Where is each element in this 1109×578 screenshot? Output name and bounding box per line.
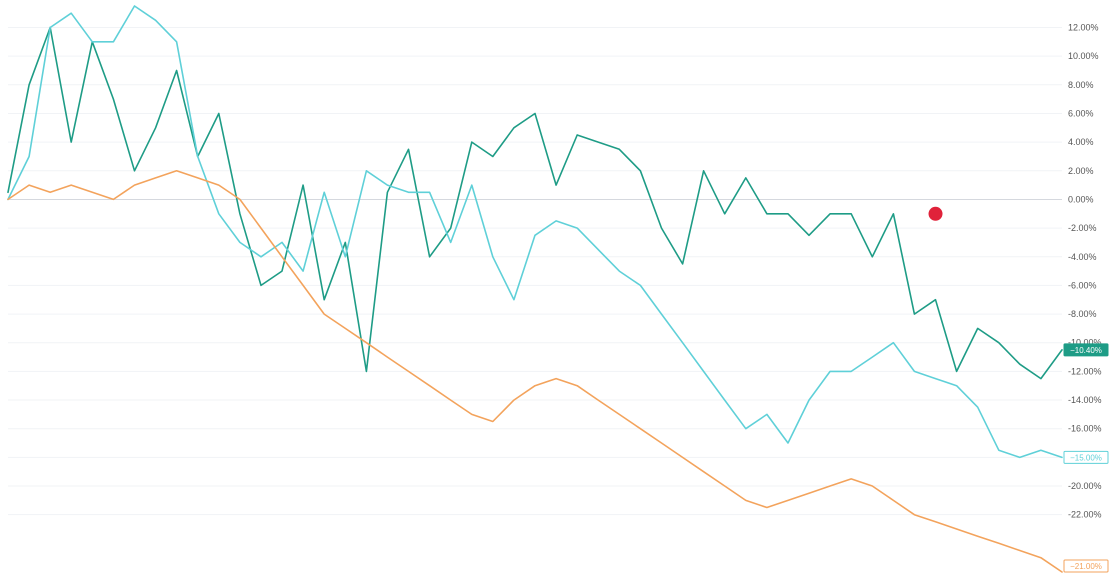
series-tag-3: −21.00% [1063, 559, 1109, 573]
y-tick-label: 8.00% [1068, 80, 1094, 90]
series-line-2 [7, 5, 1063, 459]
y-tick-label: -2.00% [1068, 223, 1097, 233]
y-tick-label: -22.00% [1068, 510, 1102, 520]
series-tag-box [1063, 559, 1109, 573]
y-tick-label: -8.00% [1068, 309, 1097, 319]
y-tick-label: -14.00% [1068, 395, 1102, 405]
series-tag-box [1063, 343, 1109, 357]
marker-layer [928, 206, 943, 221]
series-tag-value: −21.00% [1070, 562, 1102, 571]
series-tag-box [1063, 450, 1109, 464]
series-tag-2: −15.00% [1063, 450, 1109, 464]
y-tick-label: 4.00% [1068, 137, 1094, 147]
series-tag-1: −10.40% [1063, 343, 1109, 357]
y-tick-label: -4.00% [1068, 252, 1097, 262]
y-tick-label: -20.00% [1068, 481, 1102, 491]
y-tick-label: 0.00% [1068, 194, 1094, 204]
grid-layer [8, 26, 1062, 516]
y-axis: 12.00% 10.00% 8.00% 6.00% 4.00% 2.00% 0.00% -2.… [1068, 22, 1102, 519]
series-layer [7, 5, 1063, 573]
y-tick-label: 10.00% [1068, 51, 1099, 61]
y-tick-label: 2.00% [1068, 166, 1094, 176]
y-tick-label: -6.00% [1068, 280, 1097, 290]
series-tag-value: −10.40% [1070, 346, 1102, 355]
series-tag-value: −15.00% [1070, 453, 1102, 462]
y-tick-label: -10.00% [1068, 338, 1102, 348]
y-tick-label: -12.00% [1068, 366, 1102, 376]
series-line-3 [7, 170, 1063, 573]
y-tick-label: -16.00% [1068, 424, 1102, 434]
y-tick-label: 6.00% [1068, 108, 1094, 118]
series-line-1 [7, 26, 1063, 380]
y-tick-label: 12.00% [1068, 22, 1099, 32]
series-tags: −10.40% −15.00% −21.00% [1063, 343, 1109, 573]
event-marker-dot[interactable] [928, 206, 943, 221]
